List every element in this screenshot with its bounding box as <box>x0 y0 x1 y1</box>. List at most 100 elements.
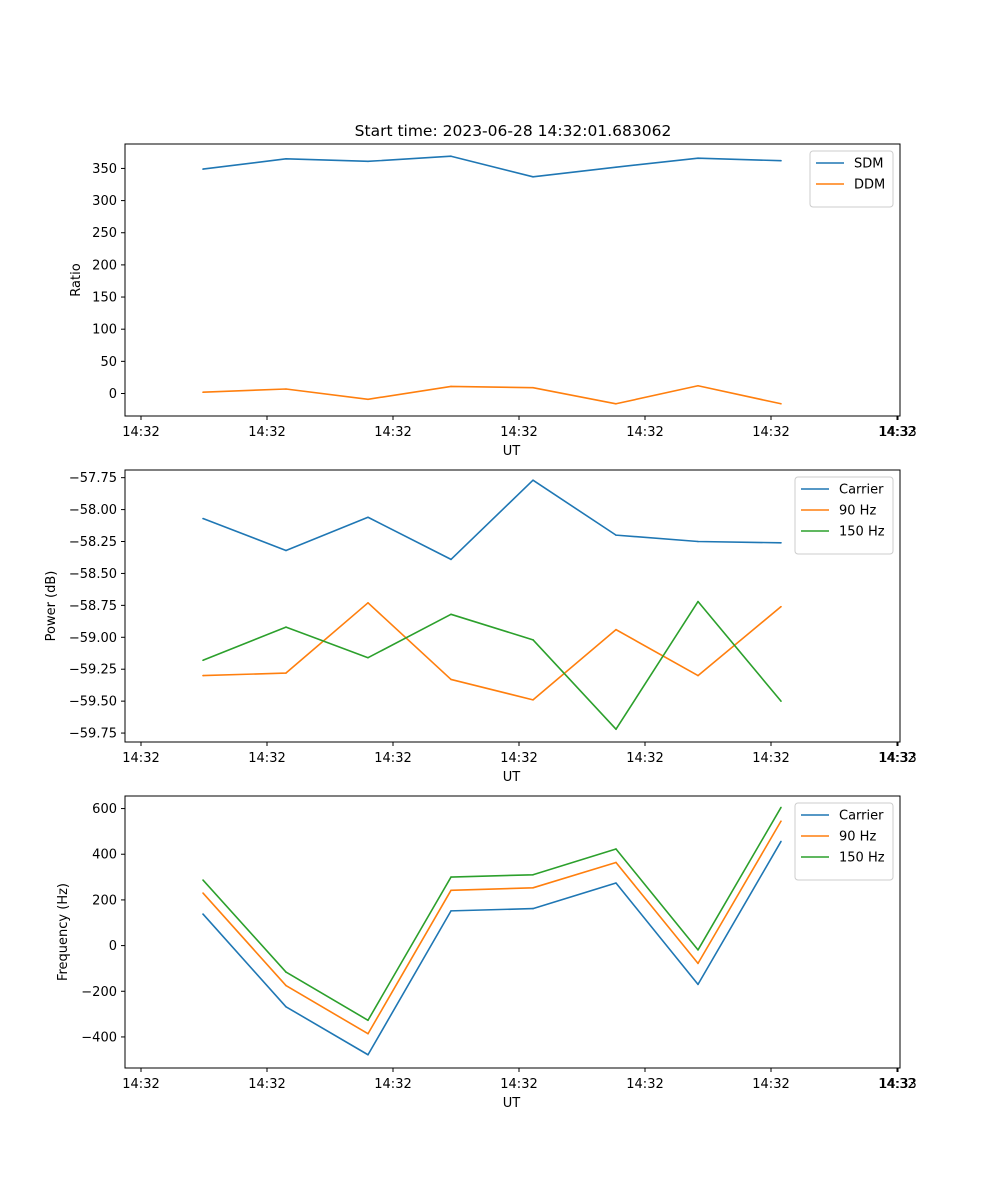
data-point <box>780 541 782 544</box>
data-point <box>615 728 617 731</box>
y-tick-label: 250 <box>92 226 117 241</box>
figure-title: Start time: 2023-06-28 14:32:01.683062 <box>355 122 672 140</box>
legend-label: SDM <box>854 157 883 172</box>
x-tick-label: 14:33 <box>879 425 916 440</box>
y-tick-label: −59.75 <box>69 727 117 742</box>
x-tick-label: 14:32 <box>878 425 915 440</box>
data-point <box>615 848 617 850</box>
series-line-ddm <box>202 384 782 405</box>
data-point <box>697 983 699 986</box>
data-point <box>532 386 534 389</box>
data-point <box>615 402 617 405</box>
data-point <box>202 168 204 170</box>
data-point <box>202 913 204 915</box>
series-line-sdm <box>202 155 782 178</box>
data-point <box>367 516 369 519</box>
data-point <box>780 840 782 843</box>
x-axis-label: UT <box>503 1096 521 1111</box>
y-tick-label: −400 <box>81 1030 117 1045</box>
data-point <box>202 879 204 881</box>
y-tick-label: −58.25 <box>69 535 117 550</box>
x-tick-label: 14:33 <box>879 1077 916 1092</box>
data-point <box>615 166 617 168</box>
y-tick-label: −59.50 <box>69 695 117 710</box>
y-tick-label: 400 <box>92 848 117 863</box>
data-point <box>615 534 617 536</box>
y-axis-label: Ratio <box>69 263 84 296</box>
data-point <box>697 384 699 387</box>
data-point <box>532 175 534 178</box>
data-point <box>780 700 782 702</box>
x-tick-label: 14:32 <box>752 1077 789 1092</box>
y-axis-label: Frequency (Hz) <box>56 883 71 981</box>
data-point <box>202 391 204 394</box>
x-tick-label: 14:32 <box>374 751 411 766</box>
x-tick-label: 14:32 <box>752 751 789 766</box>
data-point <box>202 674 204 677</box>
plot-frame <box>124 143 901 417</box>
data-point <box>450 910 452 912</box>
series-line-90-hz <box>202 602 782 701</box>
x-tick-label: 14:32 <box>626 425 663 440</box>
y-tick-label: −59.25 <box>69 663 117 678</box>
x-tick-label: 14:32 <box>752 425 789 440</box>
legend-box <box>794 802 894 881</box>
x-tick-label: 14:32 <box>500 425 537 440</box>
x-tick-label: 14:32 <box>122 751 159 766</box>
legend-label: Carrier <box>839 809 884 824</box>
x-tick-label: 14:33 <box>879 751 916 766</box>
y-tick-label: 200 <box>92 258 117 273</box>
y-tick-label: 0 <box>109 939 117 954</box>
data-point <box>450 889 452 892</box>
data-point <box>697 600 699 603</box>
x-axis-label: UT <box>503 770 521 785</box>
data-point <box>615 861 617 864</box>
data-point <box>450 678 452 681</box>
x-tick-label: 14:32 <box>878 751 915 766</box>
series-line-carrier <box>202 479 782 561</box>
chart-panel-3: 14:32 14:32 14:32 14:32 14:32 14:32 14:3214:33… <box>56 795 917 1111</box>
data-point <box>202 659 204 662</box>
data-point <box>780 402 782 405</box>
y-tick-label: 50 <box>100 355 117 370</box>
x-tick-label: 14:32 <box>248 425 285 440</box>
data-point <box>285 626 287 628</box>
data-point <box>202 892 204 894</box>
data-point <box>450 385 452 388</box>
y-tick-label: −58.75 <box>69 599 117 614</box>
y-tick-label: −59.00 <box>69 631 117 646</box>
data-point <box>367 1053 369 1056</box>
legend-label: Carrier <box>839 483 884 498</box>
data-point <box>285 984 287 987</box>
data-point <box>202 517 204 520</box>
data-point <box>450 613 452 616</box>
y-tick-label: 100 <box>92 323 117 338</box>
data-point <box>285 971 287 973</box>
data-point <box>697 540 699 543</box>
data-point <box>450 876 452 878</box>
x-tick-label: 14:32 <box>122 425 159 440</box>
legend-label: 150 Hz <box>839 525 885 540</box>
y-tick-label: 0 <box>109 387 117 402</box>
data-point <box>285 157 287 160</box>
x-tick-label: 14:32 <box>248 1077 285 1092</box>
data-point <box>780 605 782 608</box>
legend-label: 150 Hz <box>839 851 885 866</box>
x-tick-label: 14:32 <box>626 751 663 766</box>
legend-box <box>794 476 894 555</box>
x-tick-label: 14:32 <box>374 425 411 440</box>
series-line-150-hz <box>202 600 782 731</box>
chart-panel-1: 14:32 14:32 14:32 14:32 14:32 14:32 14:3214:33… <box>69 143 917 459</box>
y-tick-label: −58.00 <box>69 503 117 518</box>
series-line-90-hz <box>202 820 782 1035</box>
y-tick-label: 150 <box>92 291 117 306</box>
data-point <box>367 398 369 401</box>
data-point <box>367 1019 369 1022</box>
plot-frame <box>124 795 901 1069</box>
series-line-150-hz <box>202 807 782 1022</box>
data-point <box>615 628 617 631</box>
x-tick-label: 14:32 <box>500 751 537 766</box>
y-tick-label: −57.75 <box>69 471 117 486</box>
legend: SDM DDM <box>809 150 894 208</box>
